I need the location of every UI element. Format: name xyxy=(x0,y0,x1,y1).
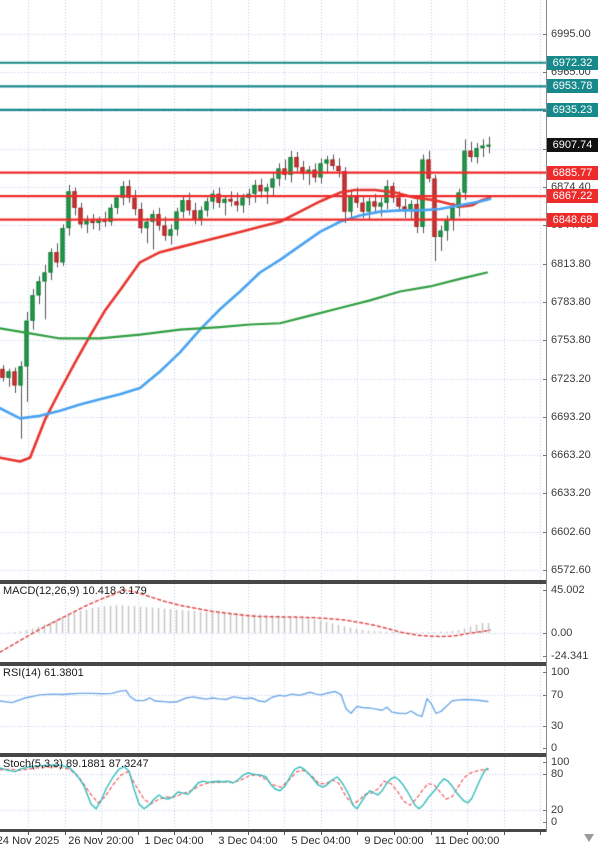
axis-tick-mark xyxy=(543,748,547,750)
price-tick-label: 80 xyxy=(551,767,564,780)
time-tick-mark xyxy=(65,832,66,835)
price-tick-label: 20 xyxy=(551,803,564,816)
axis-tick-mark xyxy=(543,33,547,35)
price-level-badge[interactable]: 6953.78 xyxy=(547,79,598,94)
time-tick-mark xyxy=(357,832,358,835)
axis-tick-mark xyxy=(543,656,547,658)
time-axis-label: 26 Nov 20:00 xyxy=(68,835,134,847)
scroll-end-marker-icon[interactable] xyxy=(584,834,594,842)
price-tick-label: 6693.20 xyxy=(551,410,591,423)
panel-separator[interactable] xyxy=(0,662,546,666)
axis-tick-mark xyxy=(543,225,547,227)
price-tick-label: 6633.20 xyxy=(551,486,591,499)
axis-tick-mark xyxy=(543,809,547,811)
price-level-badge: 6907.74 xyxy=(547,137,598,152)
axis-tick-mark xyxy=(543,589,547,591)
price-axis-line xyxy=(546,0,547,832)
main-price-chart-canvas[interactable] xyxy=(0,0,546,580)
time-tick-mark xyxy=(28,832,29,835)
time-tick-mark xyxy=(101,832,102,835)
axis-tick-mark xyxy=(543,761,547,763)
time-axis-label: 11 Dec 00:00 xyxy=(434,835,500,847)
time-tick-mark xyxy=(321,832,322,835)
axis-tick-mark xyxy=(543,72,547,74)
price-level-badge[interactable]: 6885.77 xyxy=(547,165,598,180)
axis-tick-mark xyxy=(543,148,547,150)
axis-tick-mark xyxy=(543,632,547,634)
time-tick-mark xyxy=(138,832,139,835)
price-level-badge[interactable]: 6972.32 xyxy=(547,55,598,70)
price-tick-label: 6995.00 xyxy=(551,27,591,40)
axis-tick-mark xyxy=(543,454,547,456)
price-tick-label: 6572.60 xyxy=(551,563,591,576)
macd-panel-canvas[interactable] xyxy=(0,584,546,662)
price-tick-label: 6783.80 xyxy=(551,295,591,308)
price-level-badge[interactable]: 6867.22 xyxy=(547,189,598,204)
rsi-panel-canvas[interactable] xyxy=(0,666,546,753)
axis-tick-mark xyxy=(543,263,547,265)
time-tick-mark xyxy=(174,832,175,835)
price-tick-label: 30 xyxy=(551,719,564,732)
time-tick-mark xyxy=(284,832,285,835)
axis-tick-mark xyxy=(543,773,547,775)
axis-tick-mark xyxy=(543,339,547,341)
axis-tick-mark xyxy=(543,301,547,303)
time-axis-label: 5 Dec 04:00 xyxy=(291,835,351,847)
price-tick-label: 100 xyxy=(551,755,570,768)
price-tick-label: 70 xyxy=(551,688,564,701)
price-tick-label: 0.00 xyxy=(551,626,573,639)
axis-tick-mark xyxy=(543,821,547,823)
axis-tick-mark xyxy=(543,110,547,112)
price-tick-label: 6753.80 xyxy=(551,333,591,346)
price-tick-label: 45.002 xyxy=(551,583,585,596)
axis-tick-mark xyxy=(543,416,547,418)
axis-tick-mark xyxy=(543,725,547,727)
time-tick-mark xyxy=(467,832,468,835)
time-tick-mark xyxy=(248,832,249,835)
price-level-badge[interactable]: 6848.68 xyxy=(547,212,598,227)
time-tick-mark xyxy=(394,832,395,835)
price-tick-label: 0 xyxy=(551,742,558,755)
time-axis-label: 1 Dec 04:00 xyxy=(144,835,204,847)
price-tick-label: 7025.00 xyxy=(551,0,591,2)
time-tick-mark xyxy=(431,832,432,835)
panel-separator[interactable] xyxy=(0,753,546,757)
axis-tick-mark xyxy=(543,378,547,380)
axis-tick-mark xyxy=(543,569,547,571)
price-scale[interactable]: 7025.006995.006965.006934.406904.406874.… xyxy=(543,0,600,850)
stoch-panel-canvas[interactable] xyxy=(0,757,546,829)
axis-tick-mark xyxy=(543,186,547,188)
time-tick-mark xyxy=(540,832,541,835)
price-tick-label: 0 xyxy=(551,815,558,828)
price-tick-label: 6723.20 xyxy=(551,372,591,385)
axis-tick-mark xyxy=(543,671,547,673)
time-tick-mark xyxy=(504,832,505,835)
axis-tick-mark xyxy=(543,492,547,494)
axis-tick-mark xyxy=(543,531,547,533)
time-axis-label: 24 Nov 2025 xyxy=(0,835,60,847)
axis-tick-mark xyxy=(543,694,547,696)
price-tick-label: 6663.20 xyxy=(551,448,591,461)
price-tick-label: 6602.60 xyxy=(551,525,591,538)
time-tick-mark xyxy=(211,832,212,835)
panel-separator[interactable] xyxy=(0,580,546,584)
price-tick-label: -24.341 xyxy=(551,650,589,663)
time-axis-line xyxy=(0,829,546,832)
price-tick-label: 6813.80 xyxy=(551,257,591,270)
time-axis-label: 3 Dec 04:00 xyxy=(218,835,278,847)
time-axis-label: 9 Dec 00:00 xyxy=(364,835,424,847)
price-tick-label: 100 xyxy=(551,665,570,678)
price-level-badge[interactable]: 6935.23 xyxy=(547,102,598,117)
